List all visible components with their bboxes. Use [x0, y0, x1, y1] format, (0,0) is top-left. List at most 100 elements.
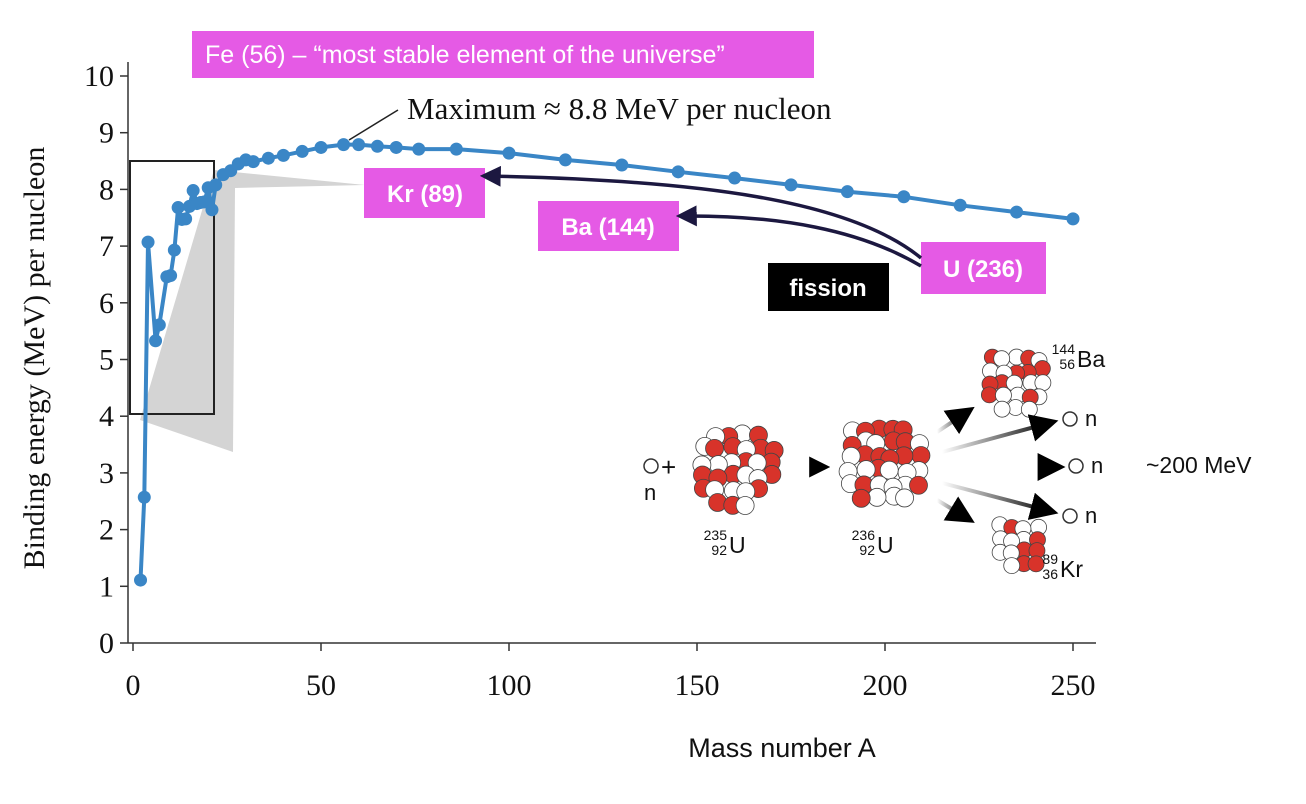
data-point: [412, 142, 426, 156]
y-tick-label: 2: [99, 514, 114, 547]
data-point: [840, 185, 854, 199]
data-point: [261, 151, 275, 165]
nucleon: [895, 488, 914, 508]
nucleon: [1034, 374, 1052, 392]
nucleon: [980, 386, 998, 404]
data-point: [1066, 212, 1080, 226]
data-point: [295, 144, 309, 158]
y-tick-label: 9: [99, 117, 114, 150]
data-point: [389, 140, 403, 154]
data-point: [502, 146, 516, 160]
svg-text:92: 92: [859, 542, 875, 558]
kr89-nuclide-label: 89 36 Kr: [1042, 551, 1083, 582]
arrow-to-kr: [935, 496, 975, 523]
y-tick-label: 7: [99, 230, 114, 263]
svg-text:U: U: [877, 532, 894, 558]
arrow-to-neutron-1: [941, 414, 1059, 454]
inset-connector-shade: [140, 170, 365, 452]
incoming-neutron-label: n: [644, 480, 656, 505]
y-tick-label: 3: [99, 457, 114, 490]
ba-label: Ba (144): [561, 214, 654, 241]
data-point: [728, 171, 742, 185]
emitted-neutron-1: [1062, 411, 1078, 427]
fission-label: fission: [789, 275, 866, 302]
y-tick-label: 10: [84, 60, 114, 93]
kr-label-box: [364, 168, 485, 218]
svg-text:U: U: [729, 532, 746, 558]
arrow-to-neutron-3: [941, 481, 1059, 520]
nucleon: [909, 475, 928, 495]
ba-label-box: [538, 201, 679, 251]
x-tick-label: 50: [306, 669, 336, 702]
nucleon: [851, 488, 871, 508]
incoming-neutron: [643, 458, 659, 474]
ba144-nucleus: [980, 348, 1052, 418]
y-tick-label: 1: [99, 570, 114, 603]
u235-nucleus: [692, 424, 784, 515]
data-point: [352, 138, 366, 152]
svg-text:92: 92: [711, 542, 727, 558]
data-point: [179, 212, 193, 226]
y-tick-label: 5: [99, 344, 114, 377]
svg-text:235: 235: [704, 527, 728, 543]
u236-nucleus: [838, 419, 931, 508]
data-point: [246, 155, 260, 169]
data-point: [167, 243, 181, 257]
data-point: [205, 203, 219, 217]
svg-text:144: 144: [1052, 341, 1076, 357]
nucleon: [735, 496, 755, 515]
fission-diagram: + n n n n 235 92 U 236 92 U: [643, 341, 1106, 582]
y-tick-label: 6: [99, 287, 114, 320]
inset-rectangle: [129, 160, 215, 415]
x-tick-label: 150: [675, 669, 720, 702]
x-axis-label: Mass number A: [688, 733, 876, 763]
data-point: [784, 178, 798, 192]
data-point: [897, 190, 911, 204]
fe-label-box: [192, 31, 814, 78]
nucleon: [705, 439, 724, 458]
kr89-nucleus: [991, 516, 1047, 575]
maximum-pointer: [348, 109, 399, 141]
data-point: [164, 269, 178, 283]
data-point: [337, 138, 351, 152]
data-point: [209, 178, 223, 192]
nucleon: [1033, 360, 1051, 377]
nucleon: [1020, 400, 1038, 418]
u236-nuclide-label: 236 92 U: [852, 527, 894, 558]
svg-text:236: 236: [852, 527, 876, 543]
data-point: [137, 490, 151, 504]
fission-label-box: [768, 263, 889, 311]
data-point: [171, 201, 185, 215]
fission-arrow-to-kr: [479, 165, 923, 260]
fe-label: Fe (56) – “most stable element of the un…: [205, 41, 725, 69]
u235-nuclide-label: 235 92 U: [704, 527, 746, 558]
u-label: U (236): [943, 256, 1023, 283]
svg-text:56: 56: [1059, 356, 1075, 372]
data-point: [152, 318, 166, 332]
nucleon: [867, 487, 887, 507]
emitted-neutron-2-label: n: [1091, 453, 1103, 478]
data-point: [953, 198, 967, 212]
fission-arrow-to-ba: [675, 205, 922, 268]
data-point: [558, 153, 572, 167]
maximum-label: Maximum ≈ 8.8 MeV per nucleon: [407, 91, 832, 126]
nucleon: [1027, 555, 1045, 573]
x-tick-label: 250: [1051, 669, 1096, 702]
data-point: [671, 165, 685, 179]
u-label-box: [921, 242, 1046, 294]
x-tick-label: 0: [126, 669, 141, 702]
data-point: [141, 235, 155, 249]
x-tick-label: 200: [863, 669, 908, 702]
arrow-to-ba: [935, 406, 975, 435]
kr-label: Kr (89): [387, 181, 463, 208]
data-point: [449, 142, 463, 156]
emitted-neutron-1-label: n: [1085, 406, 1097, 431]
y-tick-label: 4: [99, 400, 114, 433]
data-point: [134, 573, 148, 587]
data-point: [615, 158, 629, 172]
data-point: [276, 148, 290, 162]
data-point: [370, 139, 384, 153]
ba144-nuclide-label: 144 56 Ba: [1052, 341, 1106, 372]
